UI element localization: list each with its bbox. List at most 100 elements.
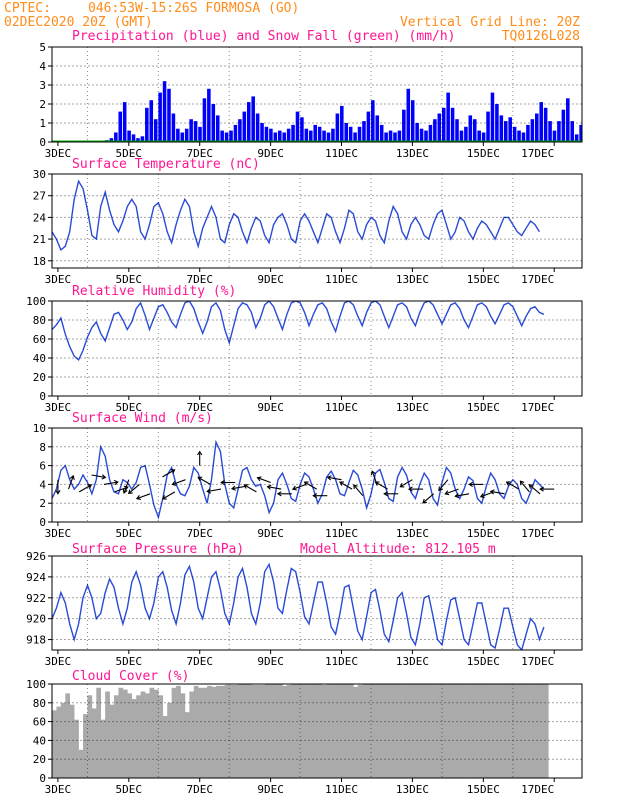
cloud-bar [477,684,483,778]
x-tick-label: 11DEC [325,147,358,160]
wind-arrow-head [122,488,128,494]
cloud-bar [193,685,199,778]
wind-arrow-head [101,474,107,480]
plot-area [52,684,549,778]
precip-bar [326,132,331,142]
cloud-bar [136,695,141,778]
cloud-bar [198,687,203,778]
precip-bar [584,112,588,142]
cloud-bar [530,684,536,778]
x-tick-label: 5DEC [116,527,143,540]
cloud-bar [131,699,137,778]
cloud-bar [171,687,177,778]
wind-arrow [197,476,211,485]
y-tick-label: 40 [33,352,46,365]
cloud-bar [437,684,443,778]
y-tick-label: 8 [39,441,46,454]
wind-arrow [304,481,317,490]
cloud-bar [433,684,438,778]
x-tick-label: 17DEC [521,527,554,540]
precip-bar [379,124,384,142]
cloud-bar [60,702,66,778]
x-tick-label: 7DEC [186,401,213,414]
precip-bar [397,130,402,142]
precip-bar [145,107,149,142]
plot-frame [51,555,583,651]
x-tick-label: 13DEC [396,783,429,796]
wind-arrow-head [243,484,249,489]
precip-bar [570,121,575,142]
cloud-bar [535,684,540,778]
precip-bar [198,126,202,142]
precip-bar [331,128,335,142]
precip-bar [557,121,561,142]
cloud-bar [167,702,172,778]
precip-bar [362,121,366,142]
x-tick-label: 7DEC [186,147,213,160]
x-tick-label: 15DEC [467,147,500,160]
precip-bar [153,119,158,142]
wind-arrow-head [123,485,129,491]
y-tick-label: 2 [39,98,46,111]
precip-bar [238,119,242,142]
x-tick-label: 7DEC [186,783,213,796]
cloud-bar [149,687,155,778]
cloud-bar [486,684,491,778]
cloud-bar [52,710,57,778]
wind-arrow-head [528,484,534,489]
wind-arrow-head [454,493,460,499]
cloud-bar [512,684,518,778]
precip-bar [579,124,582,142]
precip-bar [127,130,131,142]
cloud-bar [424,684,429,778]
wind-arrow [438,479,449,491]
temperature-title: Surface Temperature (nC) [72,157,260,172]
cloud-bar [100,719,106,778]
cloud-bar [295,684,301,778]
x-tick-label: 7DEC [186,273,213,286]
wind-arrow-head [113,479,119,486]
x-tick-label: 3DEC [45,147,72,160]
x-tick-label: 15DEC [467,273,500,286]
x-tick-label: 15DEC [467,527,500,540]
cloud-bar [184,712,190,778]
cloud-bar [105,691,110,778]
cloud-bar [96,687,102,778]
precip-bar [548,121,552,142]
cloud-bar [397,684,403,778]
wind-arrow-head [326,475,332,481]
precip-bar [468,115,473,142]
precip-bar [277,130,282,142]
cloud-bar [83,714,88,778]
precip-bar [464,126,468,142]
cloud-bar [521,684,527,778]
cloud-bar [468,684,474,778]
wind-arrow-head [170,469,176,474]
x-tick-label: 15DEC [467,401,500,414]
wind-arrow [91,474,106,478]
plot-frame [51,683,583,779]
precip-bar [140,136,145,142]
cloud-bar [238,684,243,778]
precip-bar [366,111,371,142]
wind-arrow-head [438,486,443,492]
cloud-bar [384,684,390,778]
cloud-bar [335,684,341,778]
cloud-bar [362,684,367,778]
plot-frame [51,46,583,143]
pressure-title: Surface Pressure (hPa) [72,542,244,557]
precip-bar [446,92,450,142]
wind-arrow-head [374,481,380,486]
cloud-bar [322,684,328,778]
x-tick-label: 5DEC [116,147,143,160]
wind-arrow-head [276,491,282,497]
plot-area [52,81,588,142]
cloud-bar [91,708,97,778]
cloud-bar [78,749,84,778]
wind-arrow-head [339,481,345,486]
y-tick-label: 40 [33,734,46,747]
series-line [52,439,545,520]
wind-arrow [78,484,92,493]
wind-arrow [267,486,282,490]
wind-arrow [103,481,118,485]
